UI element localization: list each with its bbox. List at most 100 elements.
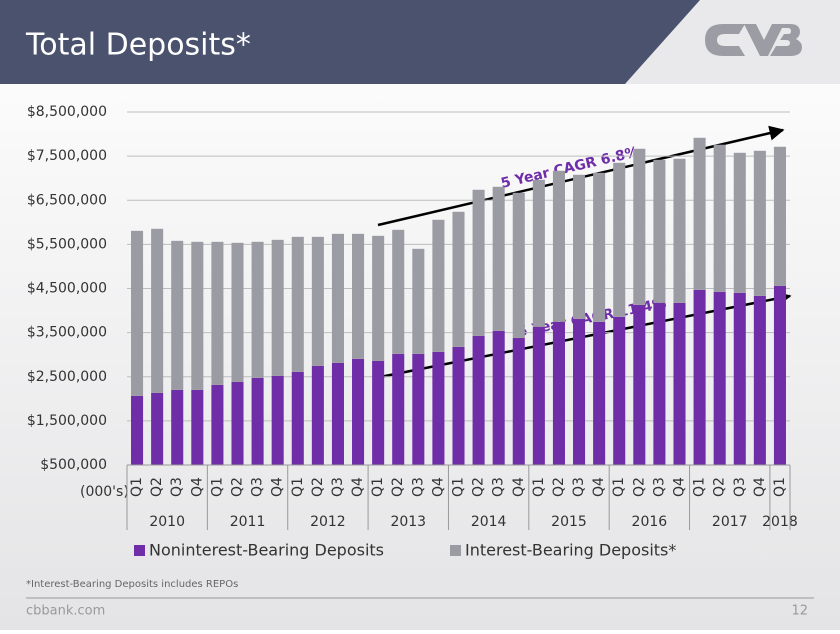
y-tick-label: $8,500,000 xyxy=(27,104,107,120)
bar-segment xyxy=(432,219,445,352)
group-label: 2012 xyxy=(310,514,346,530)
bar-segment xyxy=(773,285,786,465)
bar-segment xyxy=(693,137,706,290)
bar-segment xyxy=(613,162,626,317)
group-label: 2011 xyxy=(230,514,266,530)
x-tick-label: Q2 xyxy=(310,477,326,497)
bar-segment xyxy=(733,292,746,465)
bar-segment xyxy=(512,192,525,338)
unit-label: (000's) xyxy=(80,484,129,500)
group-label: 2013 xyxy=(390,514,426,530)
x-tick-label: Q3 xyxy=(571,477,587,497)
y-tick-label: $1,500,000 xyxy=(27,413,107,429)
x-tick-label: Q2 xyxy=(230,477,246,497)
bar-segment xyxy=(773,146,786,286)
bar-segment xyxy=(593,321,606,465)
group-label: 2018 xyxy=(762,514,798,530)
bar-segment xyxy=(613,316,626,465)
x-tick-label: Q2 xyxy=(631,477,647,497)
header-title-band xyxy=(0,0,700,84)
bar-segment xyxy=(412,248,425,354)
bar-segment xyxy=(171,389,184,465)
x-tick-label: Q1 xyxy=(209,477,225,497)
bar-segment xyxy=(452,211,465,347)
bar-segment xyxy=(231,381,244,465)
x-tick-label: Q1 xyxy=(531,477,547,497)
x-tick-label: Q1 xyxy=(611,477,627,497)
bar-segment xyxy=(131,395,144,465)
x-tick-label: Q4 xyxy=(430,477,446,497)
bar-segment xyxy=(191,389,204,465)
bar-segment xyxy=(472,189,485,336)
bar-segment xyxy=(573,174,586,319)
group-label: 2014 xyxy=(471,514,507,530)
bar-segment xyxy=(593,172,606,322)
bar-segment xyxy=(693,289,706,465)
group-label: 2010 xyxy=(149,514,185,530)
bar-segment xyxy=(331,233,344,363)
x-tick-label: Q3 xyxy=(250,477,266,497)
x-tick-label: Q3 xyxy=(330,477,346,497)
legend-label: Noninterest-Bearing Deposits xyxy=(149,541,384,560)
bar-segment xyxy=(733,152,746,293)
bar-segment xyxy=(753,295,766,465)
bar-segment xyxy=(131,230,144,396)
group-label: 2016 xyxy=(632,514,668,530)
x-tick-label: Q4 xyxy=(591,477,607,497)
x-tick-label: Q4 xyxy=(270,477,286,497)
legend-swatch xyxy=(450,545,461,556)
bar-segment xyxy=(151,392,164,465)
x-tick-label: Q1 xyxy=(692,477,708,497)
x-tick-label: Q2 xyxy=(390,477,406,497)
bar-segment xyxy=(211,384,224,465)
footnote: *Interest-Bearing Deposits includes REPO… xyxy=(26,579,238,590)
x-tick-label: Q3 xyxy=(410,477,426,497)
x-tick-label: Q3 xyxy=(651,477,667,497)
bar-segment xyxy=(492,330,505,465)
bar-segment xyxy=(492,186,505,331)
x-tick-label: Q4 xyxy=(672,477,688,497)
bar-segment xyxy=(753,150,766,296)
bar-segment xyxy=(472,335,485,465)
x-tick-label: Q2 xyxy=(471,477,487,497)
y-tick-label: $6,500,000 xyxy=(27,192,107,208)
bar-segment xyxy=(211,241,224,385)
bar-segment xyxy=(392,229,405,354)
bar-segment xyxy=(432,351,445,465)
x-tick-label: Q1 xyxy=(290,477,306,497)
footer-site: cbbank.com xyxy=(26,604,105,619)
x-tick-label: Q3 xyxy=(169,477,185,497)
bar-segment xyxy=(251,241,264,378)
bar-segment xyxy=(552,321,565,465)
bar-segment xyxy=(151,228,164,393)
bar-segment xyxy=(673,302,686,465)
group-label: 2017 xyxy=(712,514,748,530)
bar-segment xyxy=(532,179,545,327)
bar-segment xyxy=(291,371,304,465)
bar-segment xyxy=(392,353,405,465)
bar-segment xyxy=(331,362,344,465)
x-tick-label: Q1 xyxy=(772,477,788,497)
legend-label: Interest-Bearing Deposits* xyxy=(465,541,676,560)
bar-segment xyxy=(653,159,666,303)
x-tick-label: Q3 xyxy=(491,477,507,497)
bar-segment xyxy=(352,233,365,359)
bar-segment xyxy=(452,346,465,465)
bar-segment xyxy=(251,377,264,465)
x-tick-label: Q2 xyxy=(712,477,728,497)
x-tick-label: Q1 xyxy=(370,477,386,497)
bar-segment xyxy=(633,148,646,305)
bar-segment xyxy=(231,242,244,382)
y-tick-label: $2,500,000 xyxy=(27,369,107,385)
bar-segment xyxy=(512,337,525,465)
bar-segment xyxy=(372,360,385,465)
bar-segment xyxy=(291,236,304,372)
bar-segment xyxy=(633,304,646,465)
group-label: 2015 xyxy=(551,514,587,530)
x-tick-label: Q4 xyxy=(350,477,366,497)
y-tick-label: $4,500,000 xyxy=(27,281,107,297)
bar-segment xyxy=(311,365,324,465)
y-tick-label: $7,500,000 xyxy=(27,148,107,164)
x-tick-label: Q4 xyxy=(189,477,205,497)
